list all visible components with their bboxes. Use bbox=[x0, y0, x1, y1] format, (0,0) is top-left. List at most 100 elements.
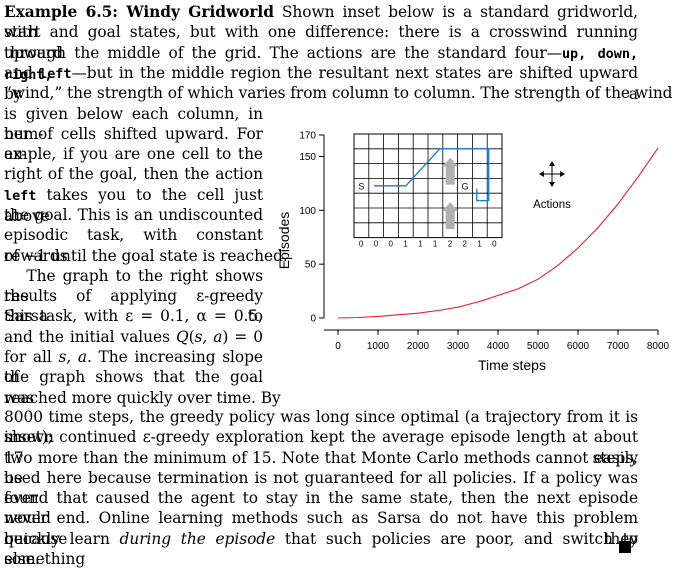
text-line: is given below each column, in num- bbox=[4, 104, 263, 143]
text-line: “wind,” the strength of which varies fro… bbox=[4, 83, 673, 103]
y-tick-label: 50 bbox=[305, 260, 317, 271]
wind-strength-label: 1 bbox=[477, 240, 482, 249]
greedy-trajectory bbox=[374, 148, 490, 202]
arrowhead bbox=[560, 171, 565, 177]
text-line: quickly learn during the episode that su… bbox=[4, 529, 638, 568]
actions-label: Actions bbox=[533, 199, 571, 211]
text-line: Example 6.5: Windy Gridworld Shown inset… bbox=[4, 2, 638, 41]
x-tick-label: 4000 bbox=[487, 341, 510, 352]
x-tick-label: 3000 bbox=[447, 341, 470, 352]
text-span: ample, if you are one cell to the bbox=[4, 145, 263, 164]
end-of-example-mark bbox=[619, 541, 631, 553]
text-span: s, a bbox=[58, 348, 87, 367]
text-span: . The increasing slope of bbox=[4, 348, 263, 387]
text-line: the goal. This is an undiscounted bbox=[4, 205, 263, 225]
example-bottom-text: 8000 time steps, the greedy policy was l… bbox=[4, 407, 638, 569]
text-span: takes you to the cell just above bbox=[4, 185, 263, 225]
text-span: during the episode bbox=[119, 529, 276, 548]
text-span: through the middle of the grid. The acti… bbox=[4, 43, 562, 62]
y-tick-label: 100 bbox=[299, 206, 316, 217]
text-line: else. bbox=[4, 549, 638, 569]
text-span: this task, with ε = 0.1, α = 0.5, bbox=[4, 307, 263, 326]
wind-strength-label: 1 bbox=[418, 240, 423, 249]
text-span: 8000 time steps, the greedy policy was l… bbox=[4, 408, 638, 447]
arrowhead bbox=[539, 171, 544, 177]
text-span: “wind,” the strength of which varies fro… bbox=[4, 84, 673, 103]
text-line: 8000 time steps, the greedy policy was l… bbox=[4, 407, 638, 446]
text-span: else. bbox=[4, 550, 40, 569]
wind-strength-label: 2 bbox=[448, 240, 453, 249]
text-span: two more than the minimum of 15. Note th… bbox=[4, 448, 638, 487]
x-tick-label: 6000 bbox=[567, 341, 590, 352]
text-line: ample, if you are one cell to the bbox=[4, 144, 263, 164]
y-tick-label: 170 bbox=[299, 131, 316, 142]
y-tick-label: 0 bbox=[310, 314, 316, 325]
text-line: used here because termination is not gua… bbox=[4, 468, 638, 507]
wind-strength-label: 0 bbox=[359, 240, 364, 249]
actions-compass-icon bbox=[539, 161, 565, 187]
wind-strength-label: 2 bbox=[463, 240, 468, 249]
text-span: for all bbox=[4, 348, 59, 367]
text-span: The graph to the right shows the bbox=[4, 266, 263, 306]
text-line: reached more quickly over time. By bbox=[4, 388, 281, 408]
text-line: the graph shows that the goal was bbox=[4, 367, 263, 406]
arrowhead bbox=[549, 161, 555, 166]
arrowhead bbox=[549, 182, 555, 187]
text-span: quickly learn bbox=[4, 529, 120, 548]
text-line: and left—but in the middle region the re… bbox=[4, 63, 638, 103]
x-tick-label: 5000 bbox=[527, 341, 550, 352]
wind-strength-label: 0 bbox=[389, 240, 394, 249]
figure-svg: 0 1000 2000 3000 4000 5000 6000 7000 80000501001… bbox=[276, 131, 670, 374]
text-line: ber of cells shifted upward. For ex- bbox=[4, 124, 263, 163]
text-line: start and goal states, but with one diff… bbox=[4, 22, 638, 61]
text-span: ber of cells shifted upward. For ex- bbox=[4, 124, 263, 164]
text-line: right of the goal, then the action bbox=[4, 164, 263, 184]
text-span: Shown inset below is a standard gridworl… bbox=[4, 3, 638, 42]
text-span: the graph shows that the goal was bbox=[4, 368, 263, 407]
text-span: ( bbox=[188, 327, 195, 346]
text-line: and the initial values Q(s, a) = 0 bbox=[4, 327, 263, 347]
text-line: for all s, a. The increasing slope of bbox=[4, 347, 263, 386]
text-line: results of applying ε-greedy Sarsa to bbox=[4, 286, 263, 325]
text-span: the goal. This is an undiscounted bbox=[4, 205, 263, 224]
text-line: two more than the minimum of 15. Note th… bbox=[4, 448, 638, 487]
x-tick-label: 8000 bbox=[647, 341, 670, 352]
text-span: is given below each column, in num- bbox=[4, 104, 263, 143]
text-line: this task, with ε = 0.1, α = 0.5, bbox=[4, 306, 263, 326]
x-axis-label: Time steps bbox=[478, 357, 546, 373]
wind-arrow-icon bbox=[442, 157, 459, 185]
x-tick-label: 2000 bbox=[407, 341, 430, 352]
text-span: and bbox=[4, 63, 40, 82]
wind-strength-label: 1 bbox=[433, 240, 438, 249]
gridworld-inset bbox=[353, 133, 503, 239]
text-span: start and goal states, but with one diff… bbox=[4, 23, 638, 62]
x-tick-label: 1000 bbox=[367, 341, 390, 352]
y-axis-label: Episodes bbox=[276, 212, 292, 270]
text-span: of −1 until the goal state is reached. bbox=[4, 246, 288, 265]
text-line: The graph to the right shows the bbox=[4, 266, 263, 305]
text-line: inset); continued ε-greedy exploration k… bbox=[4, 427, 638, 466]
text-span: episodic task, with constant rewards bbox=[4, 226, 263, 265]
x-tick-label: 7000 bbox=[607, 341, 630, 352]
text-span: up, down, right, bbox=[4, 45, 638, 83]
figure-windy-gridworld: 0 1000 2000 3000 4000 5000 6000 7000 8000 0 50 100 1… bbox=[262, 122, 677, 384]
text-span: used here because termination is not gua… bbox=[4, 468, 638, 508]
text-span: Q bbox=[175, 327, 189, 346]
wind-strength-label: 1 bbox=[403, 240, 408, 249]
start-label: S bbox=[358, 181, 364, 191]
text-span: ) = 0 bbox=[222, 327, 263, 346]
text-span: and the initial values bbox=[4, 327, 176, 346]
text-span: left bbox=[4, 187, 37, 204]
wind-strength-label: 0 bbox=[374, 240, 379, 249]
x-tick-label: 0 bbox=[335, 341, 341, 352]
text-span: results of applying ε-greedy Sarsa to bbox=[4, 287, 263, 326]
text-span: reached more quickly over time. By bbox=[4, 388, 281, 407]
example-left-column-text: is given below each column, in num-ber o… bbox=[4, 104, 288, 408]
y-tick-label: 150 bbox=[299, 152, 316, 163]
text-line: of −1 until the goal state is reached. bbox=[4, 246, 288, 266]
example-top-text: Example 6.5: Windy Gridworld Shown inset… bbox=[4, 2, 673, 103]
text-line: episodic task, with constant rewards bbox=[4, 225, 263, 264]
wind-strength-label: 0 bbox=[492, 240, 497, 249]
goal-label: G bbox=[461, 181, 468, 191]
